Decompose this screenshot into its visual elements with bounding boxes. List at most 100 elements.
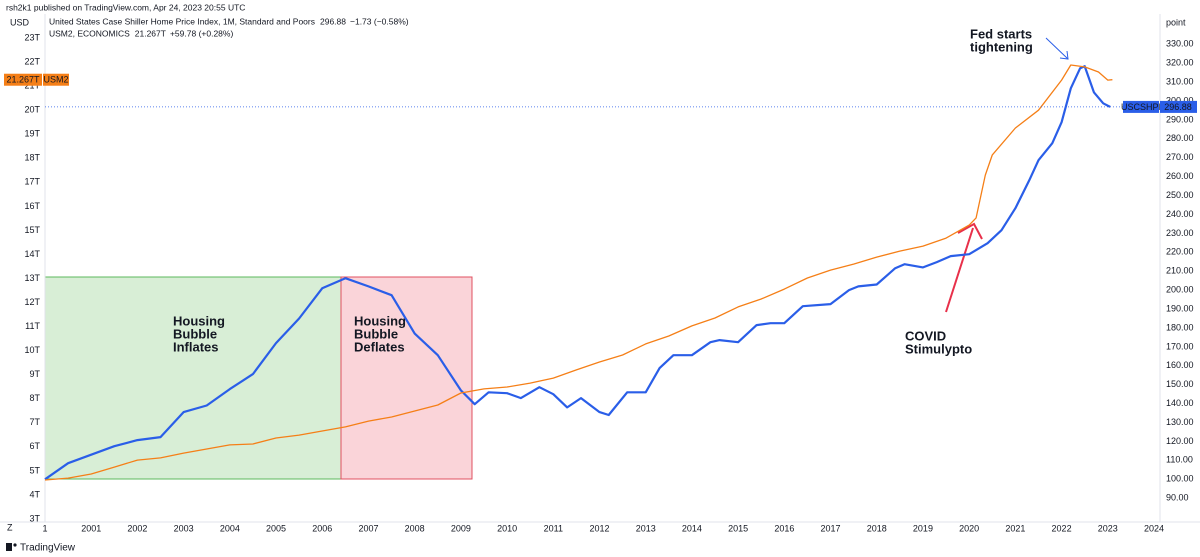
x-tick-label: 2006	[312, 523, 332, 533]
deflate-region	[340, 276, 473, 480]
y2-tick-label: 100.00	[1166, 474, 1194, 484]
y-tick-label: 8T	[29, 393, 40, 403]
x-tick-label: 2002	[127, 523, 147, 533]
y2-tick-label: 140.00	[1166, 398, 1194, 408]
z-button[interactable]: Z	[7, 522, 13, 532]
published-note: rsh2k1 published on TradingView.com, Apr…	[6, 2, 245, 12]
annotation: Fed starts	[970, 26, 1032, 41]
badge-value: 296.88	[1164, 102, 1192, 112]
annotation: Housing	[173, 313, 225, 328]
x-tick-label: 2009	[451, 523, 471, 533]
y2-tick-label: 180.00	[1166, 322, 1194, 332]
x-tick-label: 2021	[1005, 523, 1025, 533]
y2-tick-label: 270.00	[1166, 152, 1194, 162]
y-tick-label: 13T	[24, 273, 40, 283]
x-tick-label: 2013	[636, 523, 656, 533]
y2-tick-label: 310.00	[1166, 76, 1194, 86]
y2-tick-label: 330.00	[1166, 39, 1194, 49]
annotation: COVID	[905, 328, 946, 343]
y-tick-label: 22T	[24, 56, 40, 66]
x-tick-label: 2015	[728, 523, 748, 533]
annotation: Deflates	[354, 339, 405, 354]
x-tick-label: 2007	[358, 523, 378, 533]
y-tick-label: 3T	[29, 513, 40, 523]
x-tick-label: 2011	[544, 523, 563, 533]
y2-tick-label: 90.00	[1166, 493, 1189, 503]
x-tick-label: 2012	[589, 523, 609, 533]
y2-tick-label: 210.00	[1166, 266, 1194, 276]
x-tick-label: 2019	[913, 523, 933, 533]
y2-tick-label: 230.00	[1166, 228, 1194, 238]
y-tick-label: 12T	[24, 297, 40, 307]
x-tick-label: 2016	[774, 523, 794, 533]
annotation: Bubble	[173, 326, 217, 341]
y2-tick-label: 250.00	[1166, 190, 1194, 200]
covid-arrow	[945, 222, 983, 313]
x-tick-label: 2023	[1098, 523, 1118, 533]
badge-name: USM2	[43, 75, 68, 85]
x-tick-label: 2005	[266, 523, 286, 533]
legend-name: United States Case Shiller Home Price In…	[49, 16, 315, 26]
badge	[43, 73, 69, 86]
legend-value: 21.267T	[135, 28, 166, 38]
y2-tick-label: 110.00	[1166, 455, 1193, 465]
badge	[1160, 100, 1197, 113]
y2-tick-label: 120.00	[1166, 436, 1194, 446]
inflate-region	[44, 276, 342, 480]
brand-logo	[6, 543, 17, 551]
y2-tick-label: 150.00	[1166, 379, 1194, 389]
badge	[4, 73, 42, 86]
brand-name: TradingView	[20, 543, 76, 554]
y-tick-label: 9T	[29, 369, 40, 379]
y-tick-label: 11T	[25, 321, 40, 331]
legend-value: 296.88	[320, 16, 346, 26]
series-line	[44, 64, 1113, 481]
badge	[1123, 100, 1159, 113]
badge-value: 21.267T	[6, 75, 40, 85]
x-tick-label: 2018	[867, 523, 887, 533]
x-tick-label: 2003	[174, 523, 194, 533]
y-tick-label: 15T	[24, 225, 40, 235]
x-tick-label: 2017	[821, 523, 841, 533]
annotation: Bubble	[354, 326, 398, 341]
legend-name: USM2, ECONOMICS	[49, 28, 130, 38]
y2-tick-label: 320.00	[1166, 58, 1194, 68]
x-tick-label: 2020	[959, 523, 979, 533]
annotation: tightening	[970, 39, 1033, 54]
y2-tick-label: 170.00	[1166, 341, 1194, 351]
y2-tick-label: 290.00	[1166, 114, 1194, 124]
y-tick-label: 14T	[24, 249, 40, 259]
annotation: Housing	[354, 313, 406, 328]
y-tick-label: 17T	[24, 177, 40, 187]
y2-tick-label: 190.00	[1166, 303, 1194, 313]
fed-arrow	[1045, 37, 1069, 60]
x-tick-label: 2010	[497, 523, 517, 533]
legend-change: +59.78 (+0.28%)	[170, 28, 233, 38]
y2-tick-label: 300.00	[1166, 95, 1194, 105]
y-tick-label: 4T	[29, 489, 40, 499]
y-tick-label: 5T	[29, 465, 40, 475]
series-line	[44, 65, 1111, 481]
y2-tick-label: 200.00	[1166, 285, 1194, 295]
y2-tick-label: 160.00	[1166, 360, 1194, 370]
y2-axis-label: point	[1166, 17, 1186, 27]
x-tick-label: 2024	[1144, 523, 1164, 533]
y-tick-label: 10T	[24, 345, 40, 355]
y-tick-label: 20T	[24, 105, 40, 115]
y2-tick-label: 280.00	[1166, 133, 1194, 143]
y-axis-label: USD	[10, 17, 30, 27]
legend-change: −1.73 (−0.58%)	[350, 16, 409, 26]
y2-tick-label: 220.00	[1166, 247, 1194, 257]
y-tick-label: 16T	[24, 201, 40, 211]
annotation: Inflates	[173, 339, 219, 354]
y-tick-label: 18T	[24, 153, 40, 163]
y-tick-label: 19T	[24, 129, 40, 139]
badge-name: USCSHPI	[1121, 102, 1161, 112]
y2-tick-label: 130.00	[1166, 417, 1194, 427]
y-tick-label: 7T	[29, 417, 40, 427]
x-tick-label: 2008	[405, 523, 425, 533]
y-tick-label: 6T	[29, 441, 40, 451]
y2-tick-label: 240.00	[1166, 209, 1194, 219]
annotation: Stimulypto	[905, 341, 972, 356]
y-tick-label: 23T	[24, 32, 40, 42]
